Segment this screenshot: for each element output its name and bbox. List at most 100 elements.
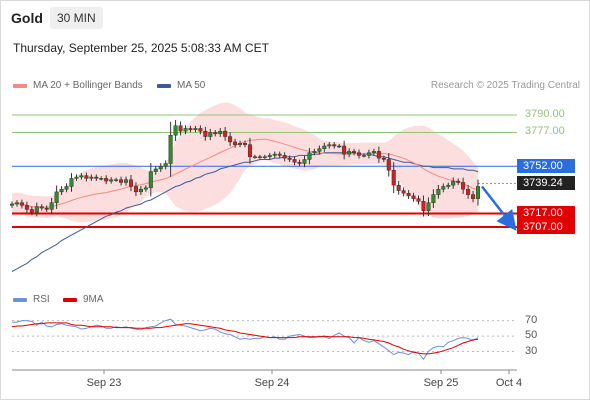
candle-body <box>297 161 302 164</box>
candle-body <box>89 176 94 179</box>
ma50-swatch <box>157 83 171 88</box>
ma20-swatch <box>13 83 27 88</box>
candle-body <box>406 193 411 197</box>
candle-body <box>233 141 238 145</box>
candle-body <box>242 143 247 145</box>
candle-body <box>218 130 223 135</box>
candle-body <box>366 152 371 156</box>
candle-body <box>133 186 138 193</box>
legend-ma20: MA 20 + Bollinger Bands <box>13 80 143 91</box>
candle-body <box>54 191 59 203</box>
candle-body <box>34 206 39 213</box>
candle-body <box>317 148 322 152</box>
candle-body <box>262 156 267 158</box>
candle-body <box>168 134 173 164</box>
candle-body <box>441 186 446 190</box>
legend-ma50: MA 50 <box>157 80 205 91</box>
candle-body <box>347 151 352 155</box>
candle-body <box>466 188 471 195</box>
candle-body <box>49 202 54 210</box>
ma9-swatch <box>63 297 77 302</box>
candle-body <box>39 206 44 209</box>
candle-body <box>208 132 213 137</box>
candle-body <box>257 156 262 158</box>
ma20-legend-label: MA 20 + Bollinger Bands <box>33 80 143 91</box>
rsi-tick-label: 50 <box>525 329 538 342</box>
candle-body <box>371 151 376 153</box>
candle-body <box>94 176 99 179</box>
candle-body <box>148 171 153 189</box>
candle-body <box>213 132 218 135</box>
candle-body <box>386 159 391 171</box>
candle-body <box>436 188 441 195</box>
candle-body <box>59 188 64 193</box>
candle-body <box>128 179 133 187</box>
candle-body <box>104 178 109 182</box>
candle-body <box>456 180 461 183</box>
chart-header: Gold 30 MIN <box>0 0 590 36</box>
legend-rsi: RSI <box>13 294 50 305</box>
candle-body <box>451 180 456 186</box>
candle-body <box>183 128 188 132</box>
level-tag-resistance: 3777.00 <box>525 125 565 138</box>
candle-body <box>69 178 74 187</box>
ma9-legend-label: 9MA <box>83 294 104 305</box>
candle-body <box>198 128 203 132</box>
candle-body <box>282 155 287 159</box>
candle-body <box>138 188 143 193</box>
level-tag-resistance: 3790.00 <box>525 107 565 120</box>
level-tag-pivot: 3752.00 <box>517 159 575 174</box>
candle-body <box>14 202 19 205</box>
rsi-swatch <box>13 297 27 302</box>
candle-body <box>327 144 332 147</box>
candle-body <box>421 201 426 211</box>
candle-body <box>431 194 436 203</box>
level-tag-support: 3717.00 <box>517 206 575 221</box>
candle-body <box>461 182 466 190</box>
candle-body <box>143 187 148 190</box>
candle-body <box>153 168 158 172</box>
candle-body <box>446 184 451 187</box>
candle-body <box>119 179 124 183</box>
candle-body <box>99 178 104 180</box>
candle-body <box>44 207 49 210</box>
instrument-name: Gold <box>11 10 43 26</box>
candle-body <box>24 205 29 210</box>
candle-body <box>124 179 129 183</box>
candle-body <box>193 128 198 130</box>
candle-body <box>292 159 297 163</box>
candle-body <box>277 153 282 156</box>
candle-body <box>178 125 183 132</box>
x-tick-label: Oct 4 <box>495 377 523 389</box>
level-tag-last-price: 3739.24 <box>517 176 575 191</box>
candle-body <box>238 143 243 145</box>
chart-datetime: Thursday, September 25, 2025 5:08:33 AM … <box>13 41 269 55</box>
x-tick-label: Sep 24 <box>254 377 290 389</box>
candle-body <box>173 125 178 136</box>
candle-body <box>252 156 257 158</box>
candle-body <box>203 130 208 137</box>
candle-body <box>411 195 416 199</box>
candle-body <box>337 145 342 148</box>
candle-body <box>29 209 34 213</box>
candle-body <box>109 179 114 182</box>
candle-body <box>376 151 381 159</box>
rsi-series-9ma <box>11 322 479 355</box>
candle-body <box>287 157 292 160</box>
candle-body <box>79 175 84 178</box>
research-credit: Research © 2025 Trading Central <box>430 80 580 91</box>
ma50-line <box>11 152 479 272</box>
candle-body <box>267 155 272 157</box>
candle-body <box>302 159 307 164</box>
candle-body <box>426 202 431 211</box>
candle-body <box>114 179 119 181</box>
candle-body <box>471 194 476 199</box>
candle-body <box>84 175 89 179</box>
rsi-tick-label: 30 <box>525 344 538 357</box>
timeframe-button[interactable]: 30 MIN <box>50 7 103 29</box>
candle-body <box>307 152 312 160</box>
candle-body <box>391 170 396 186</box>
candle-body <box>361 155 366 157</box>
candle-body <box>158 166 163 170</box>
candle-body <box>342 145 347 155</box>
